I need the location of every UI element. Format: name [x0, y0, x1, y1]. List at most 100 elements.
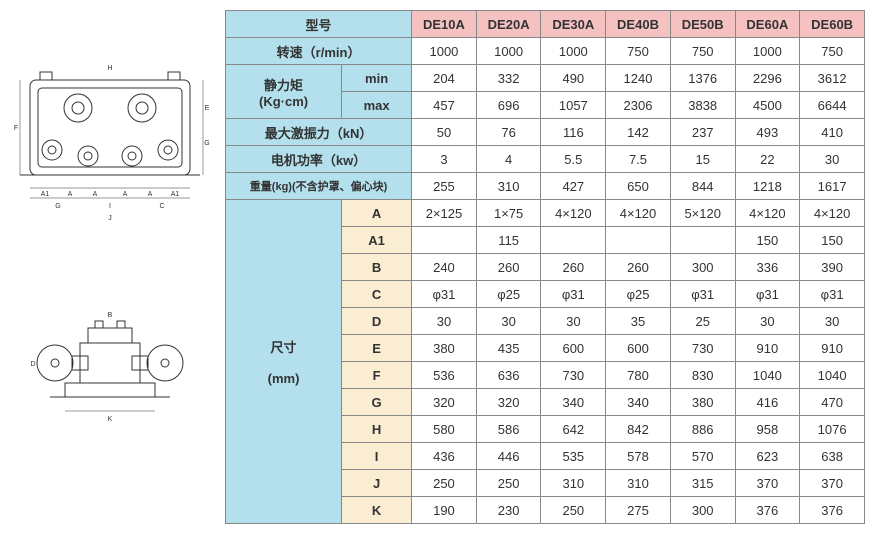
cell: 150 — [800, 227, 865, 254]
cell: φ31 — [670, 281, 735, 308]
cell: 580 — [412, 416, 477, 443]
cell: 25 — [670, 308, 735, 335]
svg-text:G: G — [55, 203, 60, 210]
cell: 250 — [412, 470, 477, 497]
cell: 623 — [735, 443, 800, 470]
top-view-drawing: H F E G A1 A A A A A1 G I C J — [10, 60, 210, 233]
cell: 578 — [606, 443, 671, 470]
cell: 535 — [541, 443, 606, 470]
cell: 76 — [476, 119, 541, 146]
cell: φ31 — [800, 281, 865, 308]
svg-text:J: J — [108, 215, 112, 222]
cell: 230 — [476, 497, 541, 524]
dim-label-A1: A1 — [342, 227, 412, 254]
cell: 255 — [412, 173, 477, 200]
model-col-2: DE30A — [541, 11, 606, 38]
cell: 436 — [412, 443, 477, 470]
cell: 35 — [606, 308, 671, 335]
cell: 4500 — [735, 92, 800, 119]
cell: 642 — [541, 416, 606, 443]
cell: 250 — [541, 497, 606, 524]
model-col-6: DE60B — [800, 11, 865, 38]
dim-label-F: F — [342, 362, 412, 389]
svg-text:E: E — [205, 105, 210, 112]
cell: φ31 — [541, 281, 606, 308]
svg-text:A: A — [148, 191, 153, 198]
cell: 300 — [670, 254, 735, 281]
cell: 750 — [800, 38, 865, 65]
svg-text:D: D — [30, 361, 35, 368]
dim-label-J: J — [342, 470, 412, 497]
cell — [670, 227, 735, 254]
model-col-0: DE10A — [412, 11, 477, 38]
cell: 5.5 — [541, 146, 606, 173]
cell: 2306 — [606, 92, 671, 119]
cell: 427 — [541, 173, 606, 200]
cell: 4×120 — [541, 200, 606, 227]
cell: 470 — [800, 389, 865, 416]
cell: 4 — [476, 146, 541, 173]
cell: 886 — [670, 416, 735, 443]
cell: 260 — [476, 254, 541, 281]
cell: 260 — [606, 254, 671, 281]
side-view-drawing: B D K — [10, 283, 210, 436]
row-speed-label: 转速（r/min） — [226, 38, 412, 65]
row-motor-label: 电机功率（kw） — [226, 146, 412, 173]
model-col-3: DE40B — [606, 11, 671, 38]
cell: 446 — [476, 443, 541, 470]
cell: 3612 — [800, 65, 865, 92]
model-col-4: DE50B — [670, 11, 735, 38]
cell: 780 — [606, 362, 671, 389]
cell: 320 — [476, 389, 541, 416]
cell: 4×120 — [800, 200, 865, 227]
dim-label-A: A — [342, 200, 412, 227]
svg-text:G: G — [204, 140, 209, 147]
svg-text:F: F — [14, 125, 18, 132]
cell: 435 — [476, 335, 541, 362]
cell: 240 — [412, 254, 477, 281]
cell: 310 — [541, 470, 606, 497]
dim-label-D: D — [342, 308, 412, 335]
cell: 190 — [412, 497, 477, 524]
cell: 50 — [412, 119, 477, 146]
cell: 116 — [541, 119, 606, 146]
cell: 340 — [606, 389, 671, 416]
cell: 844 — [670, 173, 735, 200]
svg-text:A: A — [68, 191, 73, 198]
cell: φ25 — [476, 281, 541, 308]
cell: 490 — [541, 65, 606, 92]
cell: 1376 — [670, 65, 735, 92]
cell: 1000 — [541, 38, 606, 65]
cell: 4×120 — [735, 200, 800, 227]
cell: 376 — [735, 497, 800, 524]
cell: 150 — [735, 227, 800, 254]
cell: 696 — [476, 92, 541, 119]
cell: 370 — [735, 470, 800, 497]
cell: 370 — [800, 470, 865, 497]
cell: 1040 — [735, 362, 800, 389]
cell: 830 — [670, 362, 735, 389]
cell: 142 — [606, 119, 671, 146]
svg-text:B: B — [108, 312, 113, 319]
cell: φ31 — [412, 281, 477, 308]
cell: 842 — [606, 416, 671, 443]
cell: 410 — [800, 119, 865, 146]
dim-label-I: I — [342, 443, 412, 470]
cell: 636 — [476, 362, 541, 389]
cell: 260 — [541, 254, 606, 281]
cell: 910 — [735, 335, 800, 362]
spec-table: 型号 DE10A DE20A DE30A DE40B DE50B DE60A D… — [225, 10, 865, 524]
cell: 30 — [541, 308, 606, 335]
cell: 4×120 — [606, 200, 671, 227]
cell: 2296 — [735, 65, 800, 92]
dim-label-B: B — [342, 254, 412, 281]
cell: 30 — [800, 308, 865, 335]
cell — [412, 227, 477, 254]
row-torque-label: 静力矩 (Kg·cm) — [226, 65, 342, 119]
dim-label-K: K — [342, 497, 412, 524]
cell: 332 — [476, 65, 541, 92]
cell: 30 — [476, 308, 541, 335]
cell: 3838 — [670, 92, 735, 119]
header-model: 型号 — [226, 11, 412, 38]
cell: 586 — [476, 416, 541, 443]
